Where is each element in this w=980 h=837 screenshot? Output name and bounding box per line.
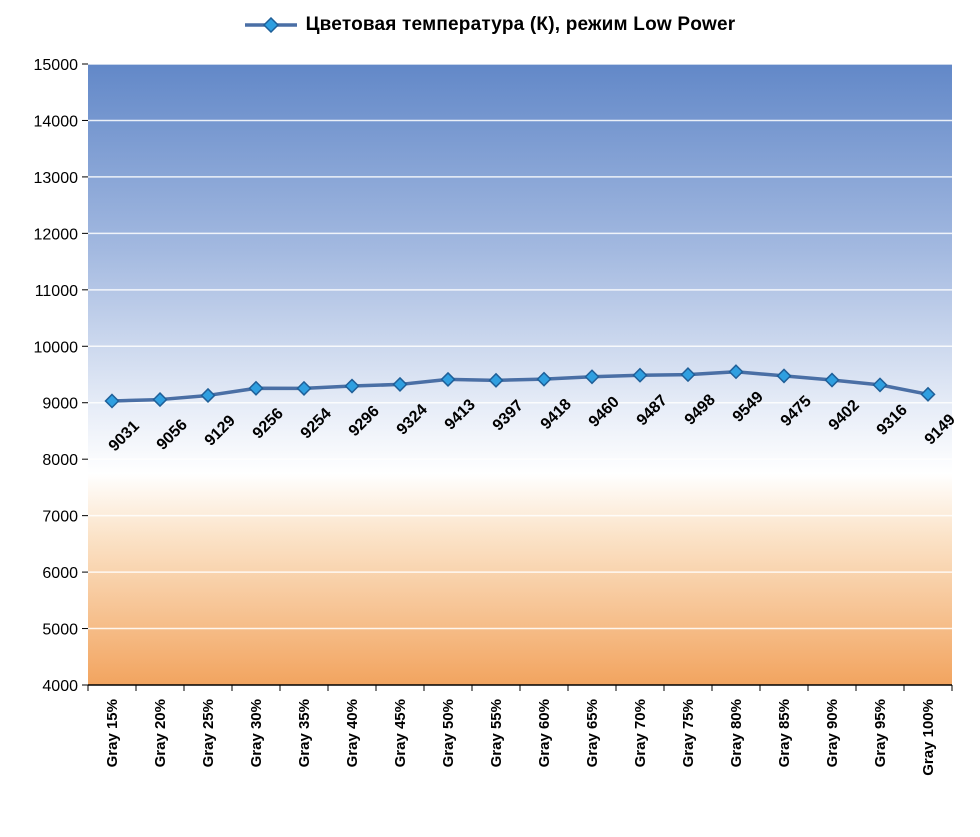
data-point-marker [440,371,456,387]
data-point-marker [488,372,504,388]
x-tick-label: Gray 70% [632,699,649,767]
x-tick-label: Gray 50% [440,699,457,767]
series-line [110,369,930,403]
data-point-marker [104,393,120,409]
data-point-marker [536,371,552,387]
data-point-marker [392,376,408,392]
y-tick-label: 7000 [42,509,78,526]
data-point-marker [632,367,648,383]
x-tick-label: Gray 55% [488,699,505,767]
x-tick-label: Gray 90% [824,699,841,767]
y-tick-label: 8000 [42,452,78,469]
x-tick-label: Gray 15% [104,699,121,767]
x-tick-label: Gray 65% [584,699,601,767]
x-tick-label: Gray 35% [296,699,313,767]
x-tick-label: Gray 95% [872,699,889,767]
line-chart: 4000 5000 6000 7000 8000 9000 10000 11000 12000 1… [34,57,959,776]
data-point-marker [824,372,840,388]
x-tick-label: Gray 20% [152,699,169,767]
x-tick-label: Gray 30% [248,699,265,767]
data-point-marker [728,364,744,380]
x-tick-label: Gray 40% [344,699,361,767]
y-tick-label: 6000 [42,565,78,582]
x-tick-label: Gray 80% [728,699,745,767]
x-tick-label: Gray 75% [680,699,697,767]
y-tick-label: 9000 [42,396,78,413]
y-tick-label: 5000 [42,622,78,639]
y-tick-label: 4000 [42,678,78,695]
y-tick-label: 10000 [34,339,79,356]
plot-area [88,64,952,685]
data-point-marker [680,367,696,383]
data-point-marker [296,380,312,396]
data-point-marker [920,386,936,402]
data-point-marker [776,368,792,384]
x-tick-label: Gray 85% [776,699,793,767]
data-point-marker [584,369,600,385]
data-point-marker [872,377,888,393]
data-point-marker [200,387,216,404]
chart-title: Цветовая температура (К), режим Low Powe… [305,14,736,35]
data-point-marker [344,378,360,394]
y-tick-label: 15000 [34,57,79,74]
x-tick-label: Gray 60% [536,699,553,767]
legend-diamond-icon [262,17,279,33]
data-point-marker [248,380,264,396]
legend-line-marker-icon [244,17,297,33]
y-tick-label: 13000 [34,170,79,187]
x-tick-label: Gray 45% [392,699,409,767]
data-point-marker [152,392,168,408]
chart-legend: Цветовая температура (К), режим Low Powe… [0,0,980,46]
x-tick-label: Gray 25% [200,699,217,767]
y-tick-label: 11000 [35,283,78,300]
y-tick-label: 14000 [34,113,79,130]
x-tick-label: Gray 100% [920,699,937,776]
y-tick-label: 12000 [34,226,79,243]
